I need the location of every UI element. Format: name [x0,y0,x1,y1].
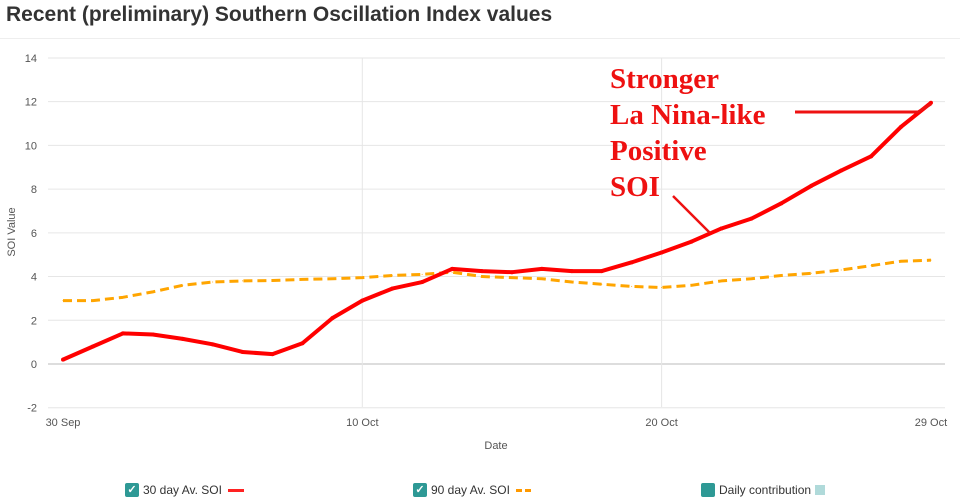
data-point [361,277,363,279]
data-point [451,271,453,273]
data-point [689,239,694,244]
data-point [571,281,573,283]
data-point [899,124,904,129]
data-point [152,291,154,293]
data-point [509,270,514,275]
data-point [391,274,393,276]
annotation-text: Positive [610,135,707,167]
series-line-30-day-av-soi [62,101,933,362]
data-point [92,300,94,302]
y-tick-label: 10 [25,140,37,152]
annotation-pointer [795,102,932,114]
y-tick-label: 12 [25,97,37,109]
legend-90day[interactable]: ✓ 90 day Av. SOI [413,483,532,497]
data-point [810,272,812,274]
data-point [779,201,784,206]
annotation-text: SOI [610,171,660,203]
annotation-text: La Nina-like [610,99,766,131]
data-point [480,269,485,274]
data-point [569,269,574,274]
data-point [481,276,483,278]
data-point [599,269,604,274]
x-tick-label: 30 Sep [46,417,81,429]
checkbox-checked-icon[interactable]: ✓ [413,483,427,497]
x-tick-label: 10 Oct [346,417,378,429]
data-point [212,281,214,283]
series-line-90-day-av-soi [63,258,932,303]
data-point [122,296,124,298]
data-point [180,336,185,341]
data-point [661,286,663,288]
data-point [210,342,215,347]
data-point [330,316,335,321]
x-tick-label: 29 Oct [915,417,947,429]
legend-label: 30 day Av. SOI [143,483,222,497]
data-point [182,284,184,286]
x-tick-label: 20 Oct [645,417,677,429]
data-point [749,216,754,221]
y-tick-label: -2 [27,403,37,415]
data-point [390,286,395,291]
y-tick-label: 4 [31,272,37,284]
legend-30day[interactable]: ✓ 30 day Av. SOI [125,483,244,497]
y-axis-label: SOI Value [6,207,18,256]
data-point [541,278,543,280]
data-point [870,265,872,267]
data-point [301,278,303,280]
data-point [240,349,245,354]
data-point [62,300,64,302]
data-point [631,285,633,287]
data-point [450,266,455,271]
data-point [511,277,513,279]
legend-label: 90 day Av. SOI [431,483,510,497]
title-divider [0,38,960,39]
data-point [869,154,874,159]
data-point [809,183,814,188]
y-tick-label: 14 [25,53,37,65]
data-point [61,357,65,362]
data-point [691,284,693,286]
data-point [839,168,844,173]
data-point [331,278,333,280]
annotation-text: Stronger [610,63,719,95]
chart-title: Recent (preliminary) Southern Oscillatio… [6,3,553,26]
data-point [150,332,155,337]
data-point [720,280,722,282]
data-point [539,266,544,271]
data-point [270,352,275,357]
soi-chart: -2 0 2 4 6 8 10 12 14 30 Sep 10 Oct 20 Oct 29 Oct Dat… [6,53,947,452]
data-point [719,226,724,231]
data-point [300,341,305,346]
checkbox-checked-icon[interactable]: ✓ [125,483,139,497]
data-point [780,274,782,276]
checkbox-unchecked-icon[interactable] [701,483,715,497]
data-point [120,331,125,336]
legend-label: Daily contribution [719,483,812,497]
y-tick-label: 2 [31,315,37,327]
data-point [840,269,842,271]
y-tick-label: 6 [31,228,37,240]
data-point [601,283,603,285]
data-point [272,279,274,281]
x-axis-label: Date [484,440,507,452]
data-point [900,260,902,262]
dashed-line-icon [515,488,532,492]
data-point [629,260,634,265]
data-point [750,278,752,280]
legend-daily[interactable]: Daily contribution [701,483,826,497]
bar-swatch-icon [815,485,826,495]
data-point [659,250,664,255]
data-point [242,280,244,282]
data-point [420,280,425,285]
y-tick-label: 0 [31,359,37,371]
data-point [421,273,423,275]
annotation-pointer [672,195,711,234]
solid-line-icon [227,488,244,492]
data-point [930,259,932,261]
data-point [90,344,95,349]
data-point [360,298,365,303]
y-tick-label: 8 [31,184,37,196]
